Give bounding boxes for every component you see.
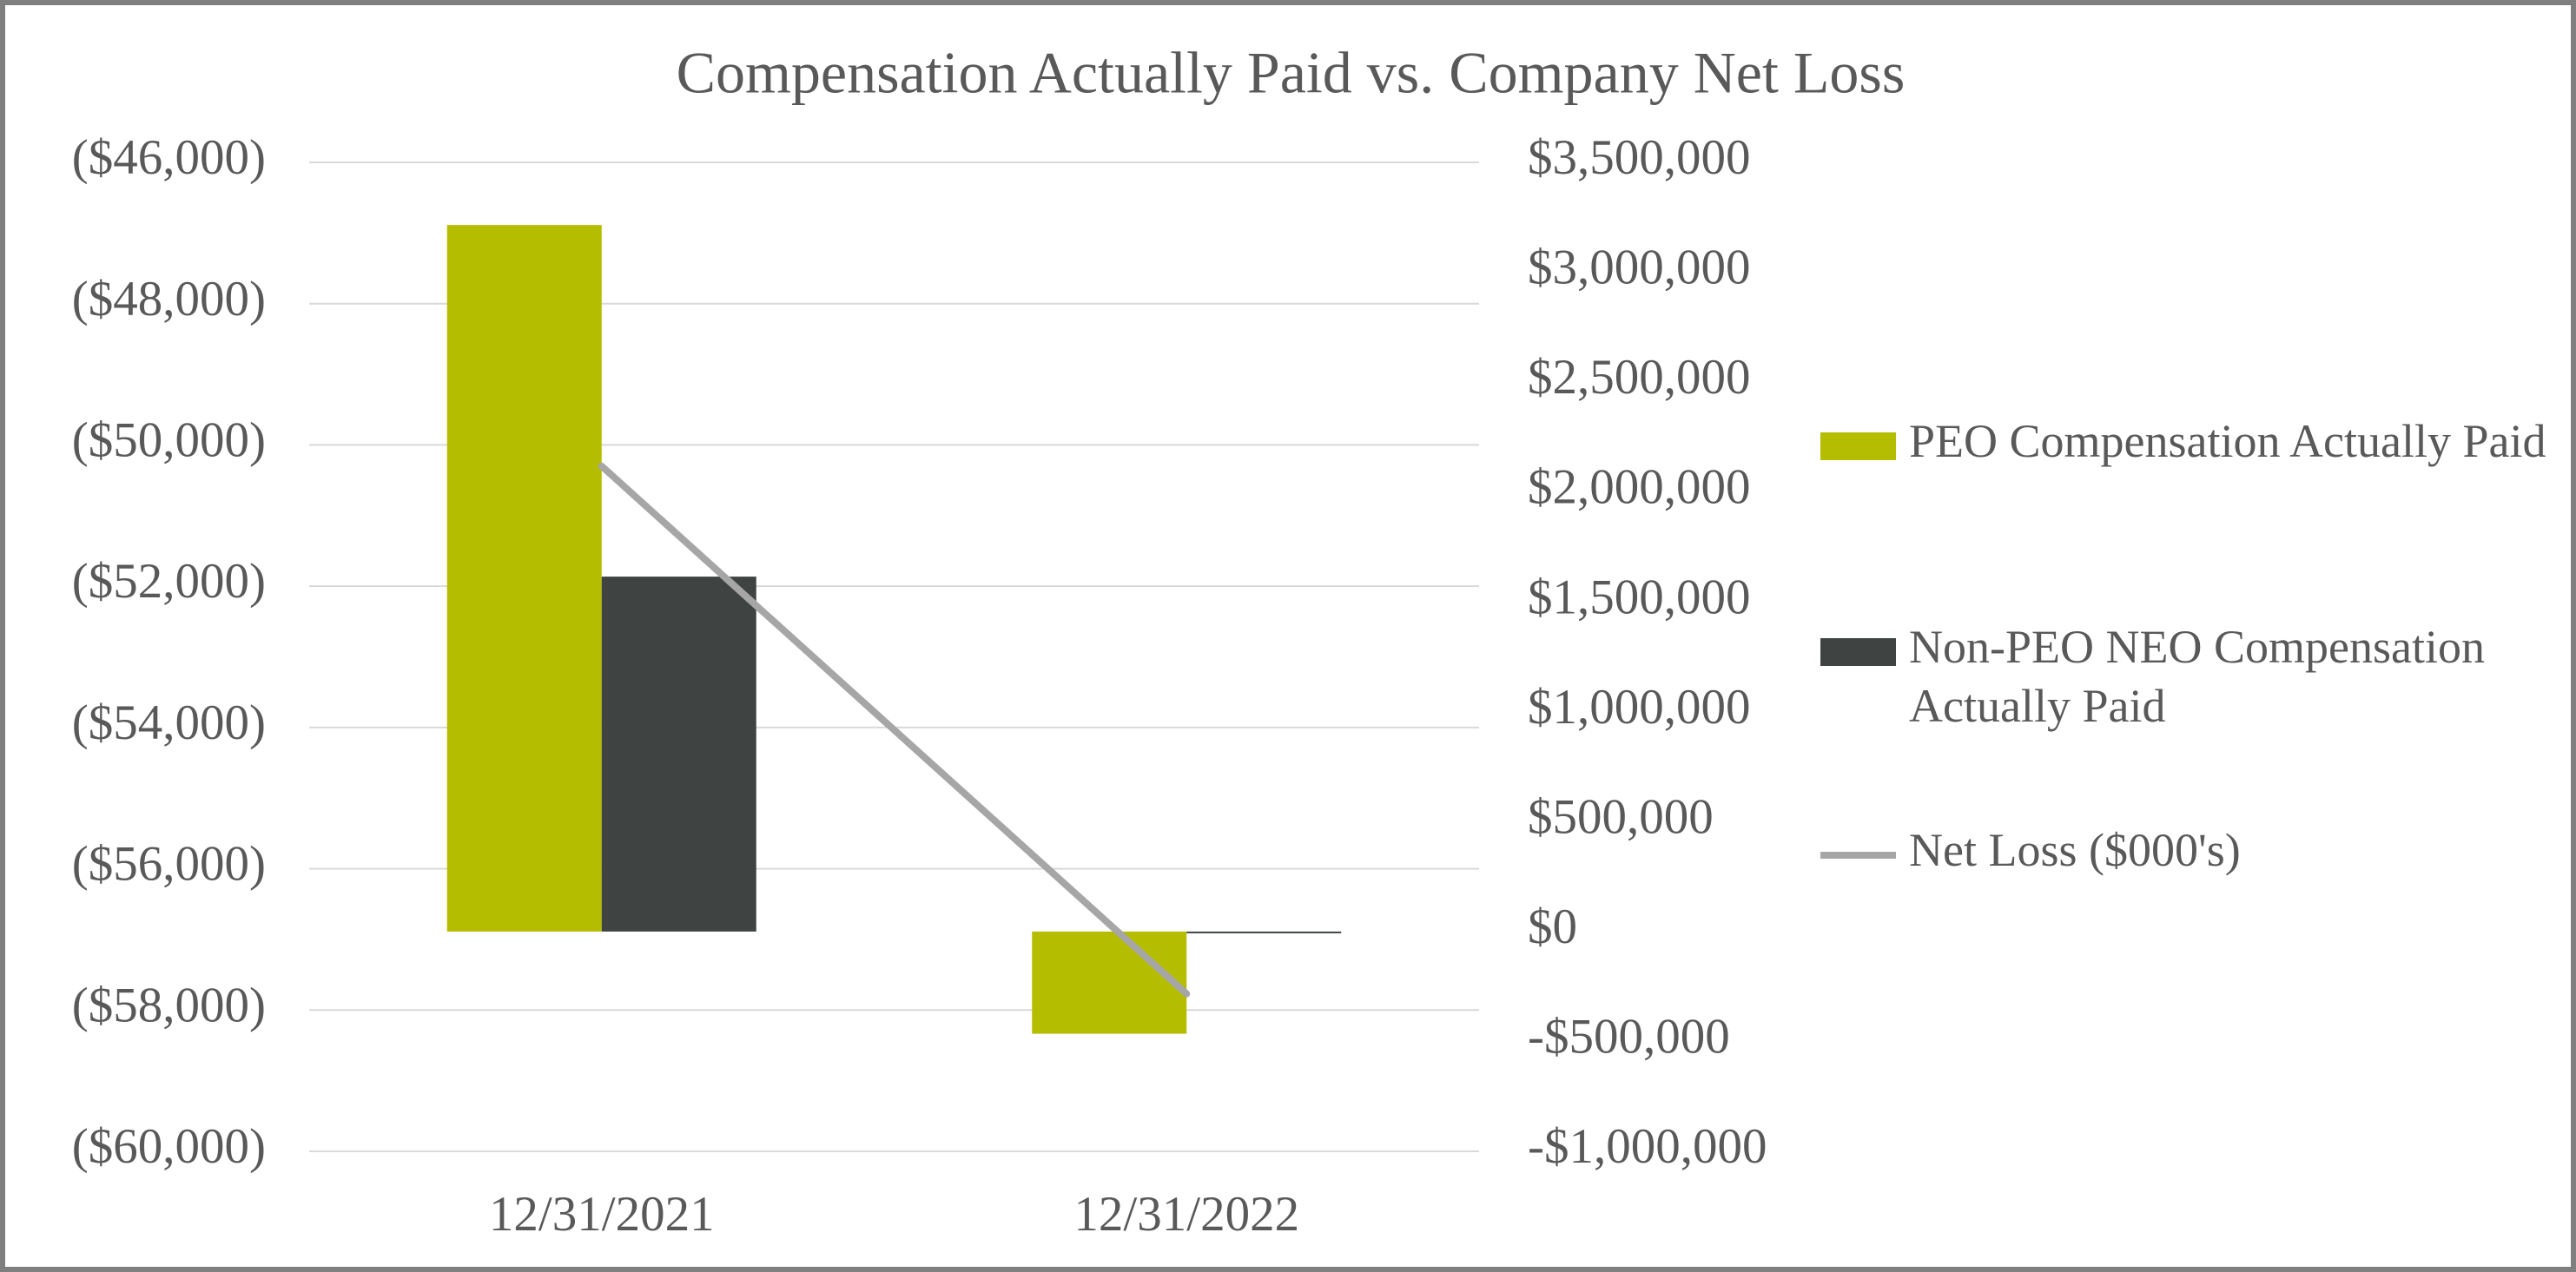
legend-swatch (1820, 638, 1896, 666)
bar (601, 577, 756, 932)
y2-tick-label: $1,500,000 (1528, 570, 1751, 624)
y-tick-label: ($50,000) (72, 413, 266, 468)
y2-tick-label: $2,000,000 (1528, 460, 1751, 515)
y-tick-label: ($48,000) (72, 272, 266, 326)
y2-tick-label: $1,000,000 (1528, 680, 1751, 735)
y2-tick-label: $3,500,000 (1528, 130, 1751, 185)
y2-tick-label: -$500,000 (1528, 1010, 1730, 1064)
legend-label: Non-PEO NEO Compensation Actually Paid (1909, 621, 2485, 732)
y-tick-label: ($54,000) (72, 695, 266, 750)
x-tick-label: 12/31/2022 (1073, 1187, 1299, 1242)
bar (446, 225, 602, 932)
legend-swatch (1820, 432, 1896, 460)
y2-tick-label: $0 (1528, 900, 1577, 954)
y-tick-label: ($52,000) (72, 554, 266, 609)
bar (1032, 931, 1187, 1034)
line (598, 462, 1191, 998)
y-tick-label: ($60,000) (72, 1119, 266, 1174)
legend-label: PEO Compensation Actually Paid (1909, 415, 2546, 467)
legend-label: Net Loss ($000's) (1909, 824, 2241, 876)
y-tick-label: ($46,000) (72, 130, 266, 185)
y2-tick-label: $2,500,000 (1528, 350, 1751, 405)
x-tick-label: 12/31/2021 (489, 1187, 715, 1242)
bar (1186, 931, 1342, 933)
y2-tick-label: -$1,000,000 (1528, 1119, 1767, 1174)
y2-tick-label: $3,000,000 (1528, 241, 1751, 295)
chart: Compensation Actually Paid vs. Company N… (72, 40, 1906, 1242)
y-tick-label: ($56,000) (72, 837, 266, 892)
y2-tick-label: $500,000 (1528, 789, 1714, 844)
y-tick-label: ($58,000) (72, 978, 266, 1032)
chart-title: Compensation Actually Paid vs. Company N… (677, 40, 1906, 106)
